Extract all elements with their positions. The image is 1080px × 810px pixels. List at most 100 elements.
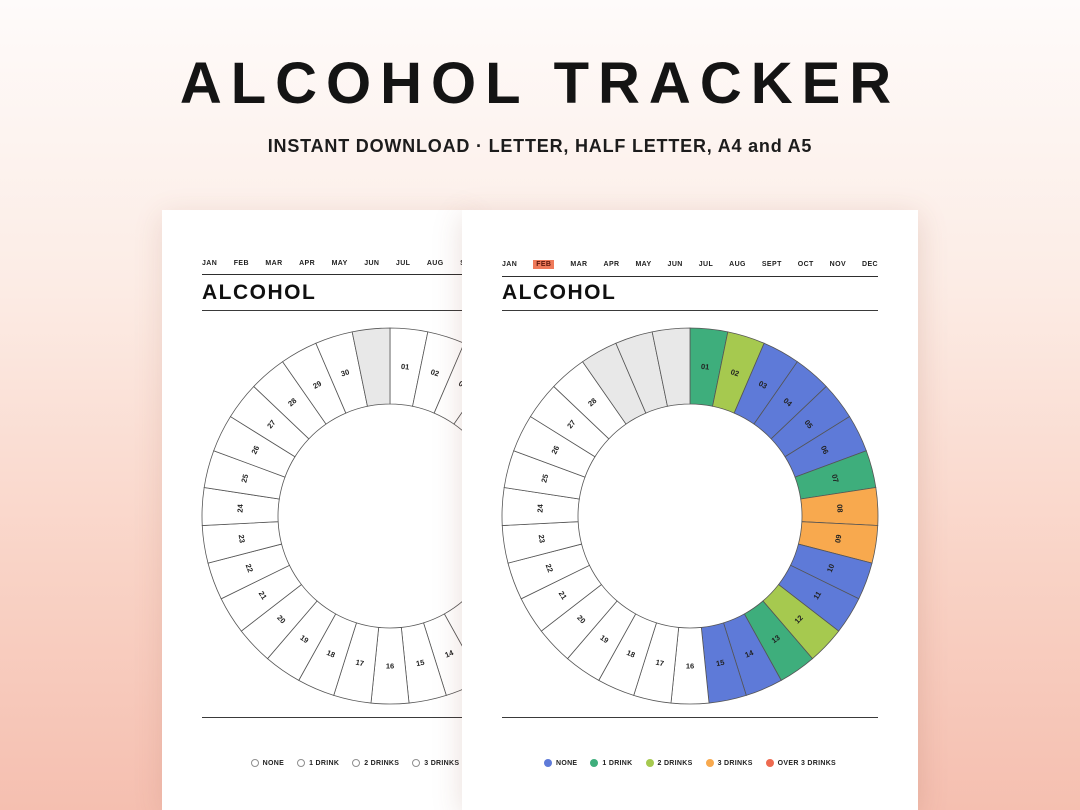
month-tab-feb: FEB	[233, 260, 249, 267]
day-label-11: 11	[811, 590, 823, 601]
day-wheel-chart: 0102030405060708091011121314151617181920…	[501, 327, 879, 705]
month-tab-mar: MAR	[265, 260, 283, 267]
day-label-15: 15	[415, 658, 425, 668]
legend-item: 1 DRINK	[590, 759, 632, 767]
day-label-17: 17	[355, 658, 365, 668]
divider	[502, 717, 878, 718]
day-label-22: 22	[544, 563, 555, 574]
legend-label: 2 DRINKS	[364, 759, 400, 767]
month-tab-jun: JUN	[667, 261, 683, 268]
legend-swatch	[590, 759, 599, 767]
legend-label: 1 DRINK	[309, 759, 340, 767]
day-label-19: 19	[598, 633, 610, 645]
day-label-25: 25	[239, 473, 250, 483]
tracker-heading: ALCOHOL	[502, 281, 617, 304]
legend-row: NONE 1 DRINK 2 DRINKS 3 DRINKS OVER 3 DRINKS	[462, 759, 918, 767]
month-tab-feb: FEB	[533, 260, 555, 269]
day-segment-31	[351, 327, 391, 407]
day-label-03: 03	[757, 379, 769, 391]
legend-item: 3 DRINKS	[705, 759, 753, 767]
month-tab-may: MAY	[331, 260, 348, 267]
month-tab-may: MAY	[635, 261, 652, 268]
day-label-06: 06	[819, 444, 831, 455]
month-tab-jul: JUL	[395, 260, 411, 267]
legend-swatch	[543, 759, 552, 767]
legend-item: NONE	[543, 759, 578, 767]
product-subtitle: INSTANT DOWNLOAD · LETTER, HALF LETTER, …	[267, 136, 813, 156]
tracker-heading: ALCOHOL	[202, 281, 317, 304]
day-label-24: 24	[235, 503, 244, 513]
day-label-18: 18	[625, 648, 636, 660]
day-label-02: 02	[430, 367, 441, 378]
day-segment-31	[651, 327, 691, 407]
day-label-29: 29	[311, 379, 323, 391]
month-tab-sept: SEPT	[761, 261, 782, 268]
legend-item: 1 DRINK	[297, 759, 339, 767]
month-tab-apr: APR	[299, 260, 316, 267]
day-label-13: 13	[770, 633, 782, 645]
day-label-16: 16	[386, 662, 394, 671]
legend-swatch	[765, 759, 774, 767]
legend-label: NONE	[262, 759, 285, 767]
day-label-18: 18	[325, 648, 336, 660]
divider	[202, 310, 472, 311]
day-label-19: 19	[298, 633, 310, 645]
day-label-14: 14	[744, 648, 756, 660]
day-label-08: 08	[835, 504, 844, 513]
day-label-22: 22	[244, 563, 255, 574]
day-label-26: 26	[549, 444, 561, 455]
legend-swatch	[250, 759, 259, 767]
legend-item: NONE	[250, 759, 285, 767]
day-label-26: 26	[249, 444, 261, 455]
month-tab-mar: MAR	[570, 261, 588, 268]
month-tab-jan: JAN	[202, 260, 218, 267]
legend-swatch	[412, 759, 421, 767]
month-tab-jul: JUL	[698, 261, 714, 268]
month-tab-aug: AUG	[426, 260, 444, 267]
product-title: ALCOHOL TRACKER	[179, 51, 901, 116]
legend-label: NONE	[555, 759, 578, 767]
legend-swatch	[705, 759, 714, 767]
day-label-07: 07	[830, 473, 841, 483]
month-tab-apr: APR	[603, 261, 620, 268]
day-label-09: 09	[833, 534, 843, 544]
legend-swatch	[645, 759, 654, 767]
divider	[502, 310, 878, 311]
day-label-24: 24	[535, 503, 544, 513]
legend-label: 3 DRINKS	[717, 759, 753, 767]
legend-item: 2 DRINKS	[352, 759, 399, 767]
day-wheel-chart: 0102030405060708091011121314151617181920…	[201, 327, 472, 705]
legend-label: 1 DRINK	[602, 759, 633, 767]
day-label-21: 21	[257, 589, 269, 601]
day-label-23: 23	[237, 534, 247, 544]
legend-item: OVER 3 DRINKS	[765, 759, 837, 767]
day-label-17: 17	[655, 658, 665, 668]
month-tab-oct: OCT	[797, 261, 814, 268]
month-tab-jun: JUN	[364, 260, 380, 267]
legend-item: 2 DRINKS	[645, 759, 693, 767]
day-label-15: 15	[715, 658, 725, 668]
day-label-01: 01	[701, 362, 710, 372]
day-label-01: 01	[401, 362, 410, 372]
day-label-16: 16	[686, 662, 694, 671]
day-label-02: 02	[730, 367, 741, 378]
legend-label: 2 DRINKS	[657, 759, 693, 767]
day-label-10: 10	[825, 563, 836, 574]
legend-label: OVER 3 DRINKS	[777, 759, 837, 767]
day-label-14: 14	[444, 648, 456, 660]
day-label-30: 30	[340, 367, 351, 378]
legend-label: 3 DRINKS	[424, 759, 460, 767]
day-label-25: 25	[539, 473, 550, 483]
legend-swatch	[352, 759, 361, 767]
month-tab-dec: DEC	[862, 261, 878, 268]
day-label-23: 23	[537, 534, 547, 544]
legend-swatch	[297, 759, 306, 767]
month-tab-nov: NOV	[829, 261, 847, 268]
tracker-page-filled: JAN FEB MAR APR MAY JUN JUL AUG SEPT OCT NOV DEC AL…	[462, 210, 918, 810]
month-tab-jan: JAN	[502, 261, 518, 268]
legend-item: 3 DRINKS	[412, 759, 459, 767]
